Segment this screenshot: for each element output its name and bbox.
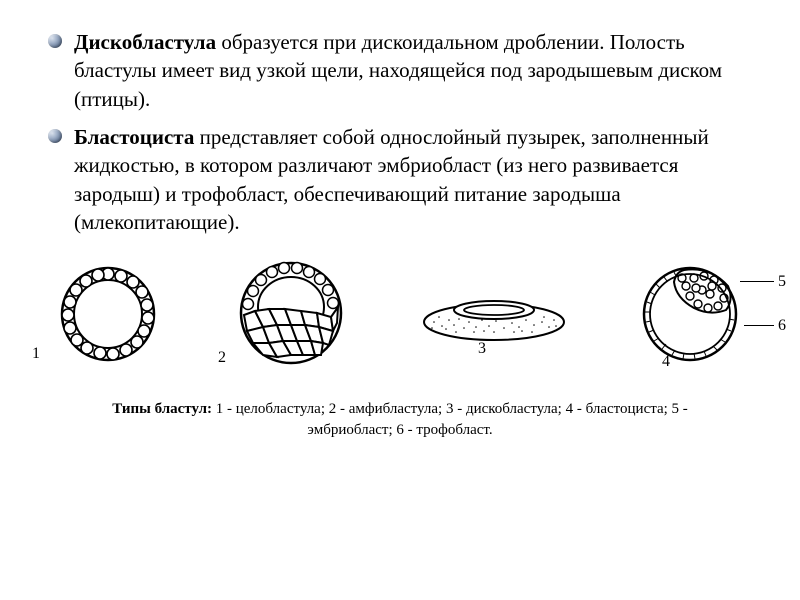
diagram-row: 1 [48, 256, 752, 371]
diagram-blastocyst: 4 5 6 [632, 259, 752, 369]
diagram-label-4: 4 [662, 353, 670, 371]
bullet-text-2: Бластоциста представляет собой однослойн… [74, 123, 752, 236]
diagram-celoblastula: 1 [48, 259, 168, 369]
amphiblastula-icon [226, 256, 356, 371]
figure-caption: Типы бластул: 1 - целобластула; 2 - амфи… [48, 399, 752, 441]
bullet-text-1: Дискобластула образуется при дискоидальн… [74, 28, 752, 113]
caption-label: Типы бластул: [112, 401, 212, 417]
blastocyst-icon [632, 259, 752, 369]
bullet-dot-icon [48, 129, 62, 143]
diagram-discoblastula: 3 [414, 284, 574, 344]
bullet-item-2: Бластоциста представляет собой однослойн… [48, 123, 752, 236]
celoblastula-icon [48, 259, 168, 369]
diagram-label-2: 2 [218, 349, 226, 367]
diagram-label-3: 3 [478, 340, 486, 358]
diagram-label-6: 6 [778, 317, 786, 335]
diagram-label-5: 5 [778, 273, 786, 291]
bullet-bold-1: Дискобластула [74, 30, 216, 54]
diagram-amphiblastula: 2 [226, 256, 356, 371]
discoblastula-icon [414, 284, 574, 344]
caption-text: 1 - целобластула; 2 - амфибластула; 3 - … [212, 401, 688, 438]
diagram-label-1: 1 [32, 345, 40, 363]
bullet-dot-icon [48, 34, 62, 48]
leader-line-6 [744, 325, 774, 326]
bullet-item-1: Дискобластула образуется при дискоидальн… [48, 28, 752, 113]
leader-line-5 [740, 281, 774, 282]
bullet-bold-2: Бластоциста [74, 125, 194, 149]
